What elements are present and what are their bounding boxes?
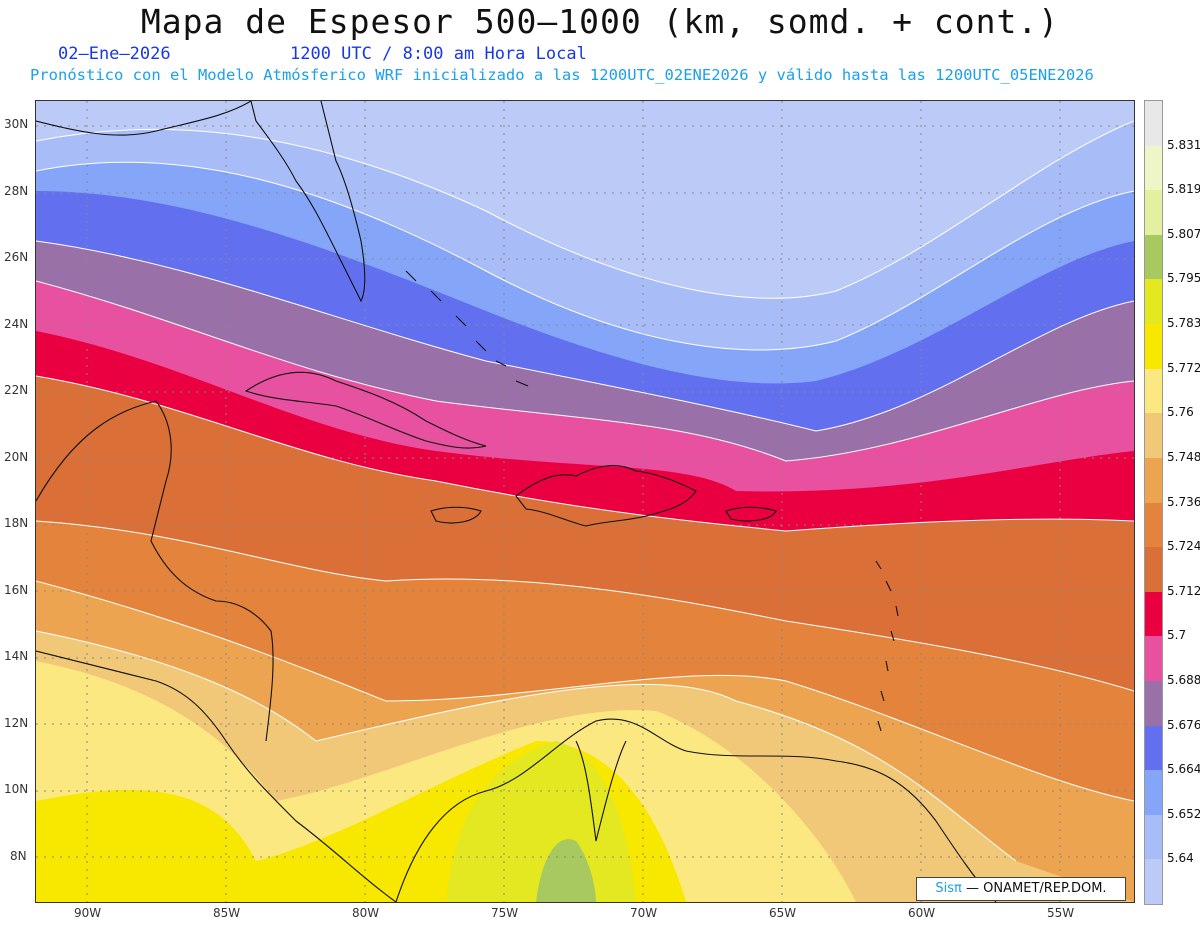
forecast-time: 1200 UTC / 8:00 am Hora Local [290,44,587,64]
colorbar-segment [1145,547,1162,593]
colorbar-segment [1145,680,1162,727]
colorbar-segment [1145,413,1162,459]
contour-lines [36,120,1134,862]
colorbar-segment [1145,145,1162,191]
lat-label: 26N [4,250,29,264]
band-5807 [536,839,596,902]
colorbar-segment [1145,324,1162,370]
colorbar-label: 5.664 [1167,762,1200,777]
colorbar-segment [1145,234,1162,280]
colorbar-label: 5.676 [1167,717,1200,732]
lat-label: 16N [4,583,29,597]
colorbar-label: 5.748 [1167,449,1200,464]
sispi-logo-text: Sisπ [935,881,962,896]
colorbar-label: 5.652 [1167,806,1200,821]
colorbar-segment [1145,814,1162,860]
colorbar-segment [1145,770,1162,816]
forecast-subtitle: Pronóstico con el Modelo Atmósferico WRF… [30,66,1094,84]
lat-label: 18N [4,516,29,530]
colorbar-label: 5.688 [1167,672,1200,687]
colorbar-label: 5.783 [1167,316,1200,331]
lat-label: 20N [4,450,29,464]
credit-box: Sisπ — ONAMET/REP.DOM. [916,877,1126,901]
lat-label: 8N [10,849,27,863]
lon-label: 85W [213,906,241,920]
lon-label: 80W [352,906,380,920]
colorbar-label: 5.7 [1167,628,1187,643]
thickness-map [35,100,1135,903]
colorbar-segment [1145,101,1162,147]
colorbar-segment [1145,859,1162,905]
lat-label: 10N [4,782,29,796]
map-title: Mapa de Espesor 500—1000 (km, somd. + co… [140,2,1060,41]
lon-label: 65W [769,906,797,920]
colorbar-label: 5.76 [1167,405,1194,420]
colorbar-label: 5.736 [1167,494,1200,509]
band-5795 [446,741,636,902]
lat-label: 24N [4,317,29,331]
colorbar-segment [1145,457,1162,503]
credit-text: — ONAMET/REP.DOM. [966,881,1107,896]
coastlines [36,101,997,902]
colorbar-label: 5.712 [1167,583,1200,598]
lon-label: 70W [630,906,658,920]
colorbar-segment [1145,279,1162,325]
colorbar-segment [1145,368,1162,414]
colorbar-segment [1145,502,1162,548]
colorbar-segment [1145,636,1162,682]
colorbar-label: 5.795 [1167,271,1200,286]
lon-label: 55W [1047,906,1075,920]
colorbar-segment [1145,725,1162,771]
forecast-date: 02—Ene—2026 [58,44,171,64]
graticule [36,101,1134,902]
lat-label: 30N [4,117,29,131]
lat-label: 14N [4,649,29,663]
lon-label: 60W [908,906,936,920]
colorbar-segment [1145,591,1162,637]
lat-label: 28N [4,184,29,198]
lat-label: 22N [4,383,29,397]
colorbar-label: 5.64 [1167,851,1194,866]
colorbar-label: 5.831 [1167,137,1200,152]
lon-label: 90W [74,906,102,920]
lon-label: 75W [491,906,519,920]
colorbar-label: 5.807 [1167,226,1200,241]
colorbar-segment [1145,190,1162,236]
colorbar [1144,100,1163,905]
lat-label: 12N [4,716,29,730]
colorbar-label: 5.724 [1167,539,1200,554]
map-canvas [36,101,1134,902]
colorbar-label: 5.772 [1167,360,1200,375]
colorbar-label: 5.819 [1167,182,1200,197]
